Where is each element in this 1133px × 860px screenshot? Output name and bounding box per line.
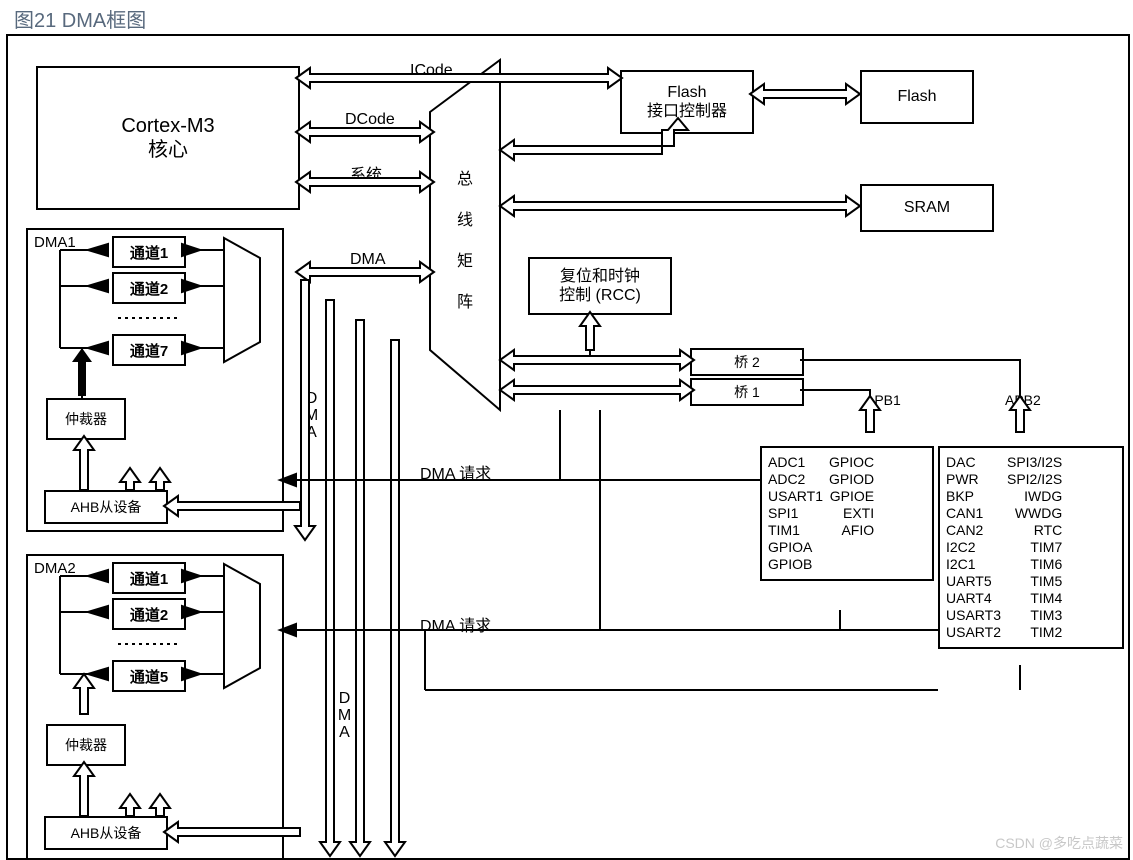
peripheral-cell: RTC — [1007, 522, 1068, 539]
peripheral-cell: SPI1 — [768, 505, 829, 522]
apb1-peripherals: ADC1GPIOCADC2GPIODUSART1GPIOESPI1EXTITIM… — [760, 446, 934, 581]
peripheral-cell — [829, 556, 880, 573]
block-rcc: 复位和时钟 控制 (RCC) — [528, 257, 672, 315]
peripheral-cell: GPIOA — [768, 539, 829, 556]
peripheral-cell: ADC2 — [768, 471, 829, 488]
dma1-ahb-slave: AHB从设备 — [44, 490, 168, 524]
page: 图21 DMA框图 Cortex-M3 核心 总 线 矩 阵 Flash 接口控… — [0, 0, 1133, 859]
peripheral-cell: USART3 — [946, 607, 1007, 624]
peripheral-cell: SPI3/I2S — [1007, 454, 1068, 471]
peripheral-cell: GPIOC — [829, 454, 880, 471]
dma1-arbiter: 仲裁器 — [46, 398, 126, 440]
peripheral-cell: CAN1 — [946, 505, 1007, 522]
peripheral-cell: CAN2 — [946, 522, 1007, 539]
peripheral-cell: SPI2/I2S — [1007, 471, 1068, 488]
dma2-arbiter: 仲裁器 — [46, 724, 126, 766]
block-flash: Flash — [860, 70, 974, 124]
label-dma-req1: DMA 请求 — [420, 460, 491, 484]
block-cortex: Cortex-M3 核心 — [36, 66, 300, 210]
peripheral-cell: UART4 — [946, 590, 1007, 607]
peripheral-cell: GPIOB — [768, 556, 829, 573]
dma2-ahb-slave: AHB从设备 — [44, 816, 168, 850]
peripheral-cell: GPIOD — [829, 471, 880, 488]
peripheral-cell: USART1 — [768, 488, 829, 505]
peripheral-cell: IWDG — [1007, 488, 1068, 505]
label-dma-v2: DMA — [335, 690, 353, 741]
block-flash-ctrl: Flash 接口控制器 — [620, 70, 754, 134]
peripheral-cell: USART2 — [946, 624, 1007, 641]
dma2-title: DMA2 — [34, 560, 76, 577]
peripheral-cell: TIM1 — [768, 522, 829, 539]
label-dma-req2: DMA 请求 — [420, 612, 491, 636]
peripheral-cell: AFIO — [829, 522, 880, 539]
peripheral-cell: I2C1 — [946, 556, 1007, 573]
block-bridge1: 桥 1 — [690, 378, 804, 406]
label-dcode: DCode — [345, 111, 395, 129]
dma1-ch1: 通道1 — [112, 236, 186, 268]
peripheral-cell: TIM6 — [1007, 556, 1068, 573]
watermark: CSDN @多吃点蔬菜 — [995, 833, 1123, 853]
label-dma-bus: DMA — [350, 251, 386, 269]
figure-title: 图21 DMA框图 — [14, 4, 146, 33]
peripheral-cell: DAC — [946, 454, 1007, 471]
dma1-title: DMA1 — [34, 234, 76, 251]
peripheral-cell: PWR — [946, 471, 1007, 488]
dma2-ch1: 通道1 — [112, 562, 186, 594]
peripheral-cell: TIM5 — [1007, 573, 1068, 590]
dma2-ch2: 通道2 — [112, 598, 186, 630]
peripheral-cell: GPIOE — [829, 488, 880, 505]
peripheral-cell: TIM7 — [1007, 539, 1068, 556]
peripheral-cell: ADC1 — [768, 454, 829, 471]
label-apb1: APB1 — [865, 392, 901, 408]
block-bridge2: 桥 2 — [690, 348, 804, 376]
peripheral-cell: UART5 — [946, 573, 1007, 590]
apb2-peripherals: DACSPI3/I2SPWRSPI2/I2SBKPIWDGCAN1WWDGCAN… — [938, 446, 1124, 649]
peripheral-cell: BKP — [946, 488, 1007, 505]
peripheral-cell: WWDG — [1007, 505, 1068, 522]
dma1-ch7: 通道7 — [112, 334, 186, 366]
block-sram: SRAM — [860, 184, 994, 232]
label-icode: ICode — [410, 62, 453, 80]
dma1-ch2: 通道2 — [112, 272, 186, 304]
label-dma-v1: DMA — [302, 390, 320, 441]
peripheral-cell: TIM2 — [1007, 624, 1068, 641]
peripheral-cell: TIM3 — [1007, 607, 1068, 624]
label-system: 系统 — [350, 161, 382, 185]
peripheral-cell: I2C2 — [946, 539, 1007, 556]
peripheral-cell — [829, 539, 880, 556]
label-apb2: APB2 — [1005, 392, 1041, 408]
dma2-ch5: 通道5 — [112, 660, 186, 692]
peripheral-cell: EXTI — [829, 505, 880, 522]
peripheral-cell: TIM4 — [1007, 590, 1068, 607]
bus-matrix-label: 总 线 矩 阵 — [450, 170, 474, 313]
